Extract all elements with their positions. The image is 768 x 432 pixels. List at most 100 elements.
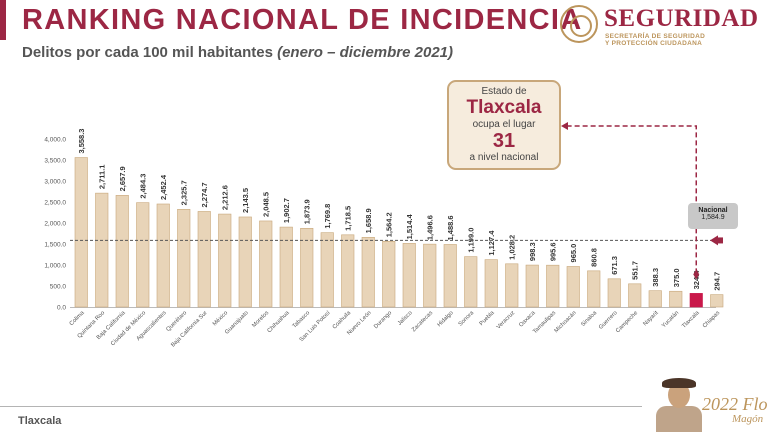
bar-value-label: 2,143.5: [241, 188, 250, 213]
bar: [218, 213, 232, 308]
bar: [648, 290, 662, 308]
callout-line-5: a nivel nacional: [469, 152, 539, 163]
bar: [115, 195, 129, 308]
bar: [669, 290, 683, 308]
bar-value-label: 1,514.4: [405, 214, 414, 240]
y-tick-label: 2,000.0: [44, 221, 66, 228]
bar-value-label: 2,048.5: [262, 192, 271, 217]
bar: [279, 226, 293, 308]
bar-value-label: 1,902.7: [282, 198, 291, 223]
bar-value-label: 294.7: [713, 272, 722, 291]
bar: [443, 244, 457, 308]
bar-value-label: 1,496.6: [426, 215, 435, 240]
bar-value-label: 1,873.9: [303, 199, 312, 224]
national-seal-icon: [560, 5, 598, 43]
category-label: Chiapas: [702, 310, 721, 329]
bar-value-label: 324.4: [692, 270, 701, 290]
logo-subtitle-1: SECRETARÍA DE SEGURIDAD: [605, 33, 706, 40]
logo-subtitle-2: Y PROTECCIÓN CIUDADANA: [605, 40, 703, 47]
bar: [484, 259, 498, 308]
bar: [710, 294, 724, 308]
bar-value-label: 671.3: [610, 256, 619, 275]
reference-arrow-tail: [718, 237, 723, 244]
bar-value-label: 375.0: [672, 268, 681, 287]
bar-value-label: 1,564.2: [385, 212, 394, 237]
category-label: México: [212, 310, 229, 327]
state-rank-callout: Estado de Tlaxcala ocupa el lugar 31 a n…: [447, 80, 561, 170]
bar: [423, 243, 437, 308]
category-label: Yucatán: [661, 310, 680, 329]
bar-value-label: 2,212.6: [221, 185, 230, 210]
bar: [74, 157, 88, 308]
bar: [505, 263, 519, 308]
bar: [402, 243, 416, 308]
national-label: Nacional: [698, 207, 728, 214]
bar-value-label: 965.0: [569, 244, 578, 263]
category-label: Sonora: [458, 310, 476, 328]
category-label: Puebla: [479, 310, 497, 328]
portrait-hat: [662, 378, 696, 388]
bar-value-label: 3,558.3: [77, 129, 86, 154]
category-label: Nayarit: [642, 310, 660, 328]
bar-value-label: 995.6: [549, 242, 558, 261]
portrait-head: [668, 382, 690, 408]
category-label: Tabasco: [292, 310, 312, 330]
connector-arrow-icon: [561, 122, 568, 130]
title-accent-bar: [0, 0, 6, 40]
bar: [566, 266, 580, 308]
subtitle-main: Delitos por cada 100 mil habitantes: [22, 44, 273, 61]
category-label: Durango: [373, 310, 393, 330]
callout-rank: 31: [492, 130, 516, 152]
logo-name: SEGURIDAD: [604, 5, 759, 32]
bar: [156, 203, 170, 308]
bar-value-label: 2,657.9: [118, 166, 127, 191]
category-label: Chihuahua: [267, 310, 292, 335]
y-tick-label: 1,500.0: [44, 242, 66, 249]
bar-value-label: 1,028.2: [508, 235, 517, 260]
branding-year-line: 2022 Flores: [702, 394, 768, 415]
bar-value-label: 2,711.1: [98, 165, 107, 190]
category-label: Jalisco: [397, 310, 414, 327]
bar: [197, 211, 211, 308]
bar-value-label: 2,274.7: [200, 182, 209, 207]
category-label: Veracruz: [496, 310, 516, 330]
bar-value-label: 1,658.9: [364, 208, 373, 233]
bar: [238, 216, 252, 308]
category-label: Colima: [69, 310, 87, 328]
bar: [320, 232, 334, 308]
bar: [361, 237, 375, 308]
reference-arrow-icon: [710, 235, 718, 246]
category-label: Campeche: [615, 310, 639, 334]
branding-year: 2022: [702, 394, 738, 414]
y-tick-label: 1,000.0: [44, 263, 66, 270]
category-label: Hidalgo: [437, 310, 455, 328]
page-subtitle: Delitos por cada 100 mil habitantes (ene…: [22, 44, 453, 61]
y-tick-label: 3,500.0: [44, 158, 66, 165]
flores-magon-branding: 2022 Flores Magón: [650, 378, 768, 432]
bar-value-label: 2,452.4: [159, 174, 168, 200]
national-value: 1,584.9: [701, 214, 725, 221]
bar: [95, 192, 109, 308]
y-tick-label: 4,000.0: [44, 137, 66, 144]
y-tick-label: 500.0: [50, 284, 67, 291]
bar: [607, 278, 621, 308]
bar-value-label: 1,769.8: [323, 204, 332, 229]
branding-name-1: Flores: [742, 394, 768, 414]
bar-highlight: [689, 293, 703, 308]
bar: [136, 202, 150, 308]
bar: [382, 241, 396, 308]
category-label: Zacatecas: [411, 310, 434, 333]
bar-value-label: 998.3: [528, 242, 537, 261]
bar-value-label: 551.7: [631, 261, 640, 280]
category-label: Baja California Sur: [170, 310, 208, 348]
footer-divider: [0, 406, 642, 407]
bar: [628, 283, 642, 308]
bar: [300, 227, 314, 308]
category-label: Sinaloa: [580, 310, 598, 328]
category-label: Coahuila: [332, 310, 353, 331]
bar-value-label: 860.8: [590, 248, 599, 267]
bar-value-label: 388.3: [651, 268, 660, 287]
bar-value-label: 1,718.5: [344, 206, 353, 231]
bar-value-label: 2,484.3: [139, 174, 148, 199]
bar: [259, 220, 273, 308]
